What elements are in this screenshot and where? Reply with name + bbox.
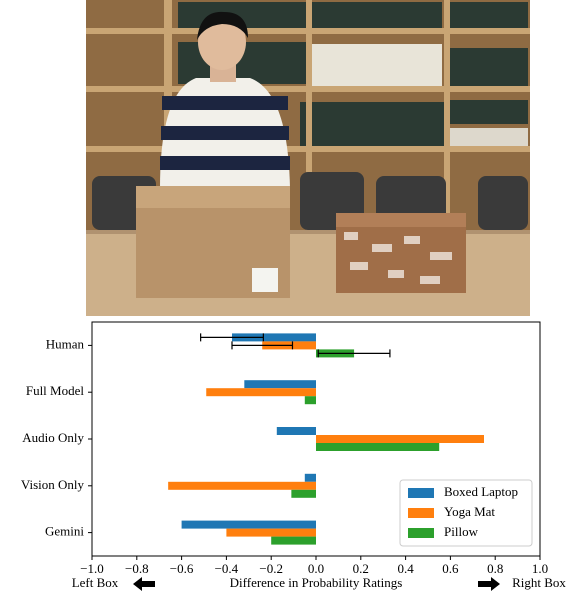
x-tick-label: −0.8 bbox=[125, 561, 149, 576]
y-tick-label: Audio Only bbox=[22, 430, 84, 445]
x-tick-label: 0.0 bbox=[308, 561, 324, 576]
y-tick-label: Gemini bbox=[45, 524, 84, 539]
bar bbox=[276, 427, 316, 435]
x-tick-label: −0.4 bbox=[215, 561, 239, 576]
x-tick-label: 1.0 bbox=[532, 561, 548, 576]
bar bbox=[316, 435, 484, 443]
y-tick-label: Human bbox=[46, 336, 85, 351]
photo bbox=[86, 0, 530, 316]
legend-label: Boxed Laptop bbox=[444, 484, 518, 499]
annotation: Left Box bbox=[72, 575, 119, 590]
legend-swatch bbox=[408, 528, 434, 538]
bar bbox=[181, 520, 316, 529]
bar bbox=[304, 396, 316, 405]
x-tick-label: 0.2 bbox=[353, 561, 369, 576]
x-tick-label: −0.2 bbox=[259, 561, 283, 576]
right-arrow bbox=[478, 577, 500, 591]
error-bar bbox=[317, 349, 391, 358]
legend-label: Pillow bbox=[444, 524, 479, 539]
bar bbox=[316, 443, 440, 451]
legend-label: Yoga Mat bbox=[444, 504, 495, 519]
bar bbox=[168, 481, 316, 490]
x-tick-label: 0.8 bbox=[487, 561, 503, 576]
x-tick-label: 0.4 bbox=[397, 561, 414, 576]
x-tick-label: −1.0 bbox=[80, 561, 104, 576]
bar bbox=[232, 333, 316, 342]
error-bar bbox=[231, 341, 294, 350]
left-arrow bbox=[133, 577, 155, 591]
x-axis-label: Difference in Probability Ratings bbox=[230, 575, 403, 590]
bar bbox=[271, 536, 316, 545]
bar bbox=[244, 380, 316, 389]
x-tick-label: −0.6 bbox=[170, 561, 194, 576]
annotation: Right Box bbox=[512, 575, 566, 590]
error-bar bbox=[200, 333, 264, 342]
bar bbox=[291, 489, 316, 498]
legend-swatch bbox=[408, 488, 434, 498]
bar bbox=[226, 528, 316, 537]
y-tick-label: Vision Only bbox=[21, 477, 85, 492]
y-tick-label: Full Model bbox=[26, 383, 85, 398]
bar bbox=[304, 473, 316, 482]
x-tick-label: 0.6 bbox=[442, 561, 459, 576]
legend-swatch bbox=[408, 508, 434, 518]
bar bbox=[206, 388, 316, 397]
